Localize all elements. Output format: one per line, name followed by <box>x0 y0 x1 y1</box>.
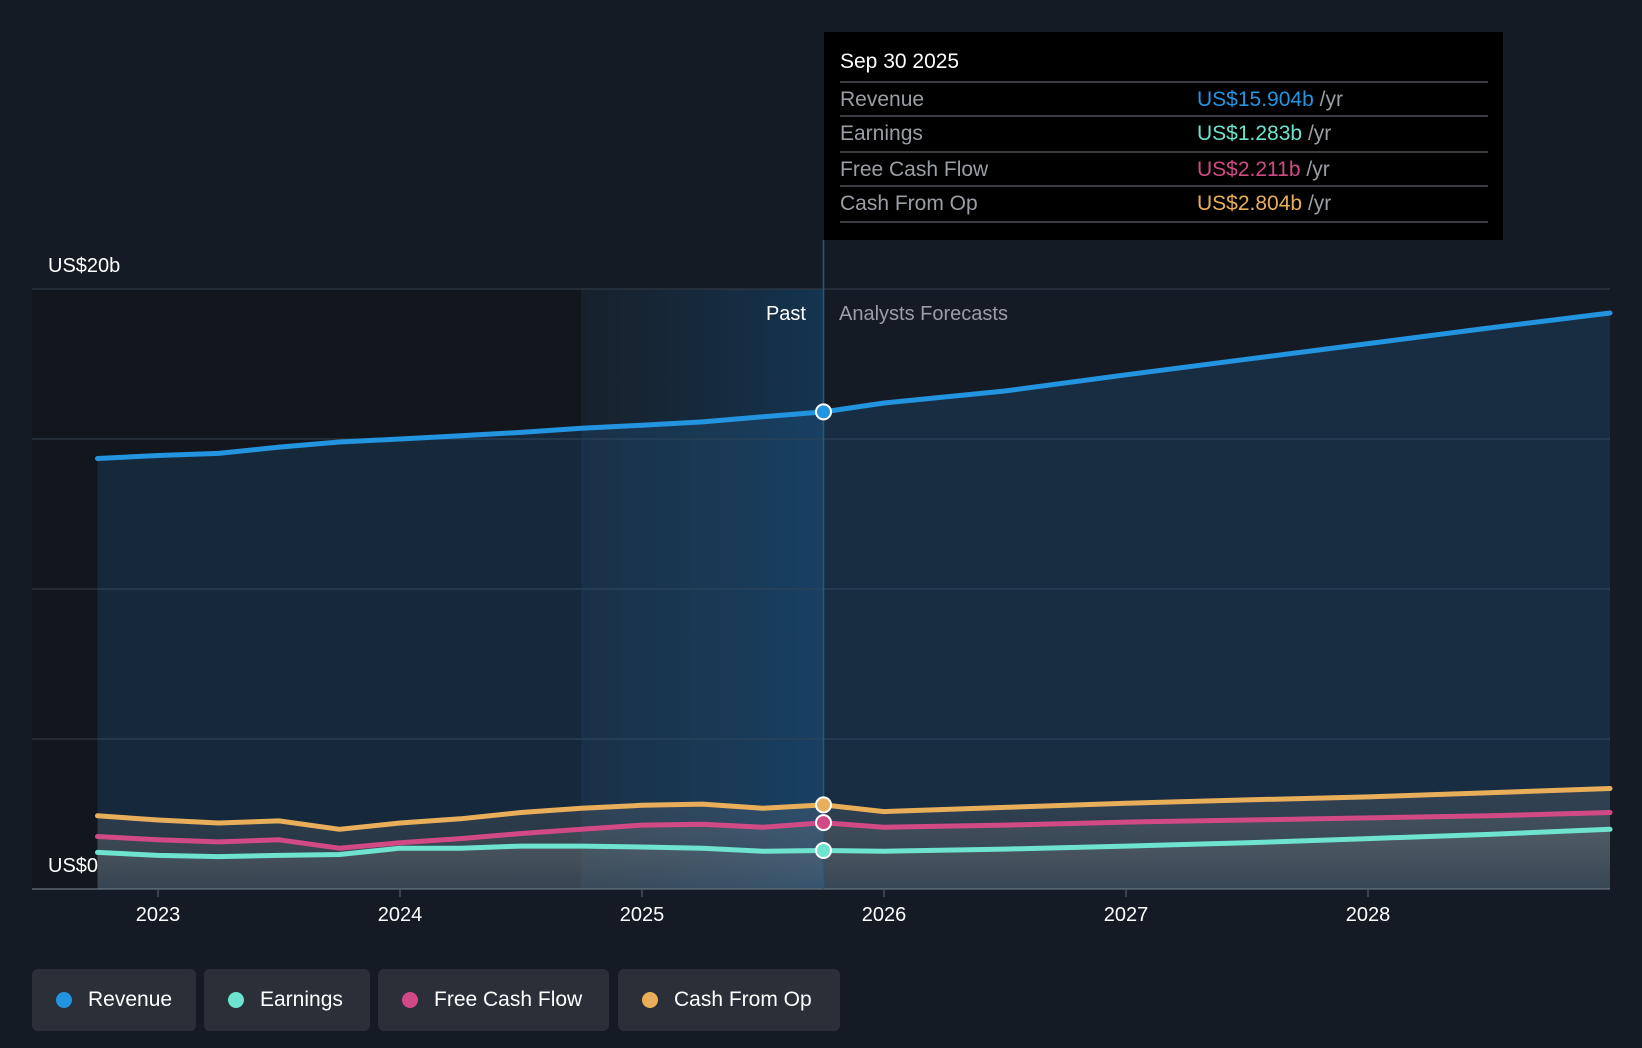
tooltip-row-fcf: Free Cash Flow US$2.211b /yr <box>840 151 1488 187</box>
tooltip-value-number: US$1.283b <box>1197 122 1303 145</box>
point-cash-from-op <box>815 796 832 814</box>
y-label-top: US$20b <box>48 255 120 277</box>
x-tick-label: 2024 <box>378 904 423 926</box>
legend-label: Cash From Op <box>674 988 812 1011</box>
tooltip-label: Revenue <box>840 88 925 111</box>
tooltip-divider <box>840 221 1488 223</box>
line-revenue <box>95 310 1613 461</box>
tooltip-value: US$2.211b /yr <box>1197 153 1330 187</box>
legend-label: Free Cash Flow <box>434 988 583 1011</box>
tooltip-value: US$2.804b /yr <box>1197 187 1331 221</box>
tooltip-value-number: US$2.211b <box>1197 158 1301 181</box>
point-earnings <box>815 842 832 860</box>
tooltip-label: Earnings <box>840 122 923 145</box>
line-earnings <box>95 826 1613 860</box>
y-label-bottom: US$0 <box>48 855 98 877</box>
tooltip-unit: /yr <box>1307 192 1332 215</box>
legend-label: Earnings <box>260 988 343 1011</box>
tooltip-unit: /yr <box>1306 158 1330 181</box>
tooltip-value-number: US$2.804b <box>1197 192 1303 215</box>
area-revenue <box>97 313 1610 889</box>
tooltip-value-number: US$15.904b <box>1197 88 1314 111</box>
tooltip-date: Sep 30 2025 <box>840 50 960 73</box>
legend-revenue[interactable]: Revenue <box>32 969 196 1031</box>
point-free-cash-flow <box>815 814 832 832</box>
tooltip-value: US$1.283b /yr <box>1197 117 1331 151</box>
tooltip-label: Free Cash Flow <box>840 158 989 181</box>
x-tick-label: 2025 <box>620 904 665 926</box>
tooltip-unit: /yr <box>1319 88 1343 111</box>
legend-cash-from-op[interactable]: Cash From Op <box>618 969 840 1031</box>
forecast-label: Analysts Forecasts <box>839 303 1008 325</box>
legend-earnings[interactable]: Earnings <box>204 969 370 1031</box>
tooltip-row-cfo: Cash From Op US$2.804b /yr <box>840 185 1488 221</box>
line-cash-from-op <box>95 786 1613 832</box>
area-cash-from-op <box>97 788 1610 889</box>
legend-dot-icon <box>228 992 244 1008</box>
chart: 2023 2024 2025 2026 2027 2028 US$20b US$0 Pas… <box>32 240 1613 926</box>
tooltip: Sep 30 2025 Revenue US$15.904b /yr Earni… <box>824 32 1503 240</box>
legend-dot-icon <box>642 992 658 1008</box>
legend-dot-icon <box>402 992 418 1008</box>
x-tick-label: 2026 <box>862 904 907 926</box>
x-tick-label: 2023 <box>136 904 181 926</box>
legend-free-cash-flow[interactable]: Free Cash Flow <box>378 969 609 1031</box>
tooltip-row-revenue: Revenue US$15.904b /yr <box>840 81 1488 117</box>
legend-dot-icon <box>56 992 72 1008</box>
tooltip-value: US$15.904b /yr <box>1197 83 1343 117</box>
point-revenue <box>815 403 832 421</box>
x-tick-label: 2028 <box>1346 904 1391 926</box>
tooltip-label: Cash From Op <box>840 192 978 215</box>
tooltip-row-earnings: Earnings US$1.283b /yr <box>840 115 1488 151</box>
past-label: Past <box>766 303 806 325</box>
tooltip-unit: /yr <box>1307 122 1332 145</box>
x-tick-label: 2027 <box>1104 904 1149 926</box>
legend-label: Revenue <box>88 988 173 1011</box>
line-free-cash-flow <box>95 810 1613 851</box>
